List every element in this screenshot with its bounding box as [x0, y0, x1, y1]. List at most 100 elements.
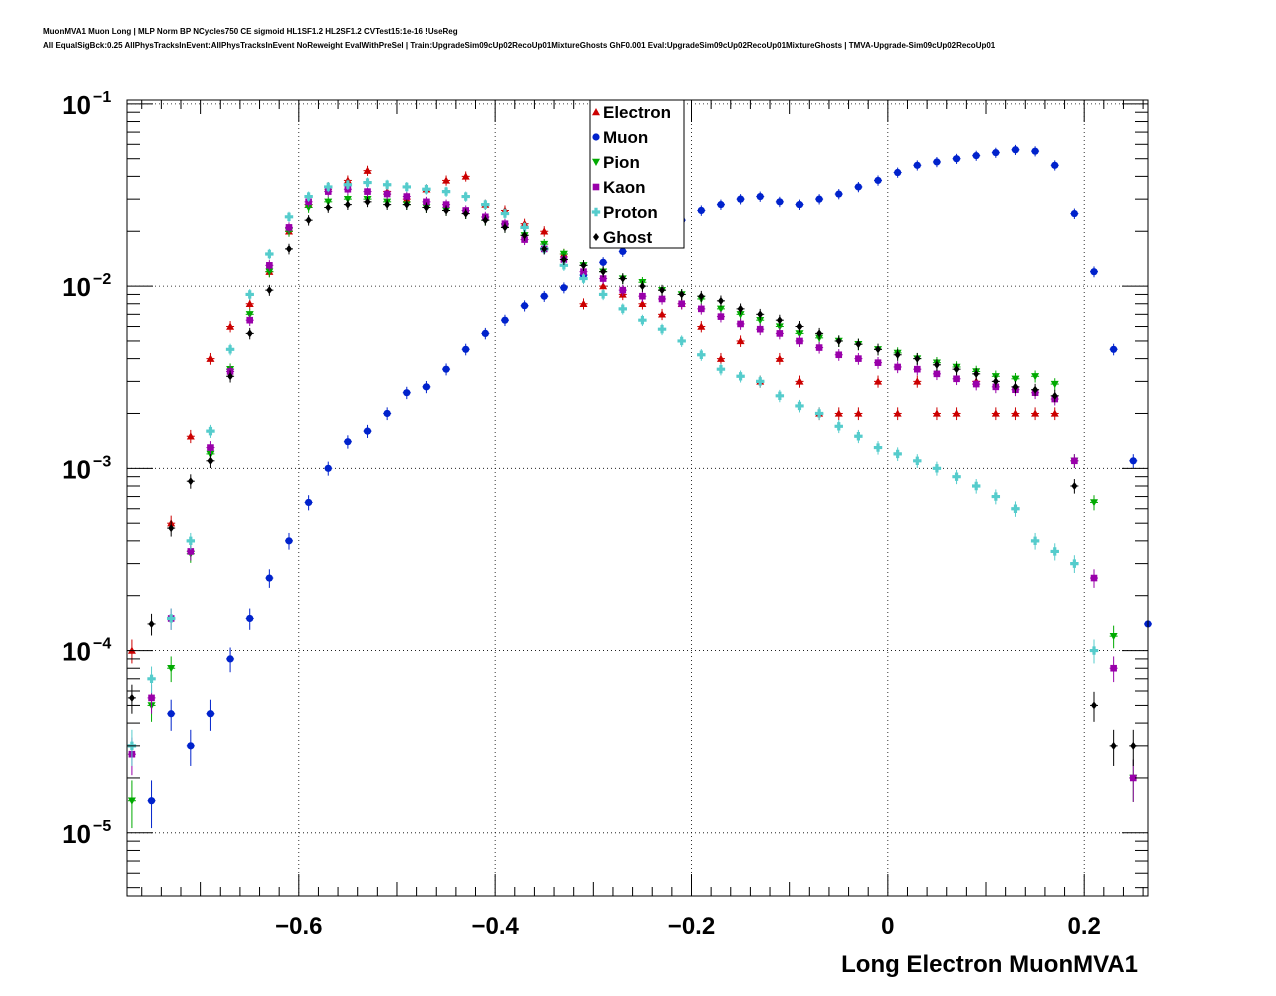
legend-marker-electron [592, 108, 600, 116]
data-point [521, 302, 529, 310]
legend-marker-muon [592, 133, 600, 141]
data-point [932, 464, 942, 473]
data-point [148, 694, 155, 702]
data-point [422, 185, 431, 194]
data-point [855, 340, 862, 349]
data-point [423, 198, 430, 206]
data-point [854, 432, 863, 441]
data-point [716, 305, 725, 313]
data-point [736, 311, 745, 319]
data-point [363, 427, 372, 435]
data-point [737, 320, 744, 328]
data-point [344, 200, 351, 209]
data-point [246, 316, 254, 324]
data-point [226, 655, 234, 663]
data-point [1130, 741, 1137, 750]
data-point [206, 426, 215, 436]
data-point [854, 183, 862, 191]
data-point [795, 377, 804, 385]
data-point [854, 409, 863, 417]
data-point [482, 216, 489, 225]
data-point [796, 322, 803, 331]
data-point [186, 536, 196, 546]
data-point [265, 268, 274, 276]
data-point [1031, 147, 1039, 155]
data-point [815, 344, 823, 351]
data-point [265, 574, 273, 582]
data-point [971, 481, 981, 491]
data-point [953, 375, 960, 383]
data-point [501, 223, 508, 232]
data-point [245, 290, 254, 299]
data-point [147, 674, 156, 683]
data-point [952, 155, 961, 163]
data-point [1032, 385, 1039, 394]
data-point [638, 315, 647, 325]
data-point [580, 261, 587, 270]
data-point [285, 537, 293, 545]
data-point [325, 203, 332, 212]
data-point [285, 244, 292, 253]
data-point [913, 161, 921, 169]
data-point [344, 438, 352, 446]
data-point [698, 305, 705, 313]
data-point [933, 370, 941, 378]
x-tick-label: 0 [881, 913, 894, 940]
data-point [579, 299, 588, 307]
legend-label-electron: Electron [603, 103, 671, 122]
data-point [972, 152, 980, 160]
series-ghost [127, 196, 1138, 766]
x-tick-label: 0.2 [1068, 913, 1101, 940]
data-point [991, 492, 1001, 501]
data-point [501, 316, 509, 324]
data-point [736, 372, 745, 381]
data-point [1031, 373, 1040, 381]
x-tick-label: −0.2 [668, 913, 715, 940]
data-point [814, 409, 824, 418]
data-point [265, 249, 274, 259]
data-point [874, 359, 882, 366]
legend-label-kaon: Kaon [603, 178, 646, 197]
data-point [737, 304, 744, 313]
x-axis-label: Long Electron MuonMVA1 [841, 951, 1138, 978]
data-point [167, 710, 175, 718]
data-point [775, 391, 785, 401]
data-point [324, 198, 333, 206]
data-point [1090, 499, 1099, 507]
data-point [1129, 457, 1137, 465]
data-point [540, 227, 549, 235]
data-point [952, 472, 961, 481]
data-point [284, 212, 294, 222]
data-point [168, 524, 175, 533]
data-point [187, 548, 195, 555]
data-point [500, 209, 510, 218]
data-point [304, 192, 313, 201]
data-point [619, 247, 627, 256]
data-point [363, 178, 372, 187]
data-point [559, 261, 569, 270]
data-point [678, 300, 685, 308]
data-point [443, 206, 450, 215]
data-point [461, 172, 470, 180]
data-point [403, 200, 410, 209]
legend: Electron Muon Pion Kaon Proton Ghost [589, 99, 685, 249]
data-point [225, 345, 235, 354]
data-point [1110, 664, 1117, 672]
data-point [403, 389, 411, 397]
data-point [658, 310, 667, 318]
data-point [442, 176, 451, 184]
y-tick-label-exponent: −3 [93, 453, 111, 470]
data-point [972, 380, 980, 388]
data-point [442, 201, 450, 208]
data-point [894, 168, 902, 177]
legend-marker-proton [591, 207, 601, 217]
data-point [442, 365, 450, 373]
data-point [1050, 380, 1059, 389]
canvas-title-line-2: All EqualSigBck:0.25 AllPhysTracksInEven… [43, 41, 996, 50]
data-point [697, 322, 706, 330]
data-point [776, 198, 784, 206]
data-point [1110, 741, 1117, 750]
data-point [952, 409, 961, 417]
data-point [598, 290, 608, 299]
data-point [206, 710, 215, 718]
